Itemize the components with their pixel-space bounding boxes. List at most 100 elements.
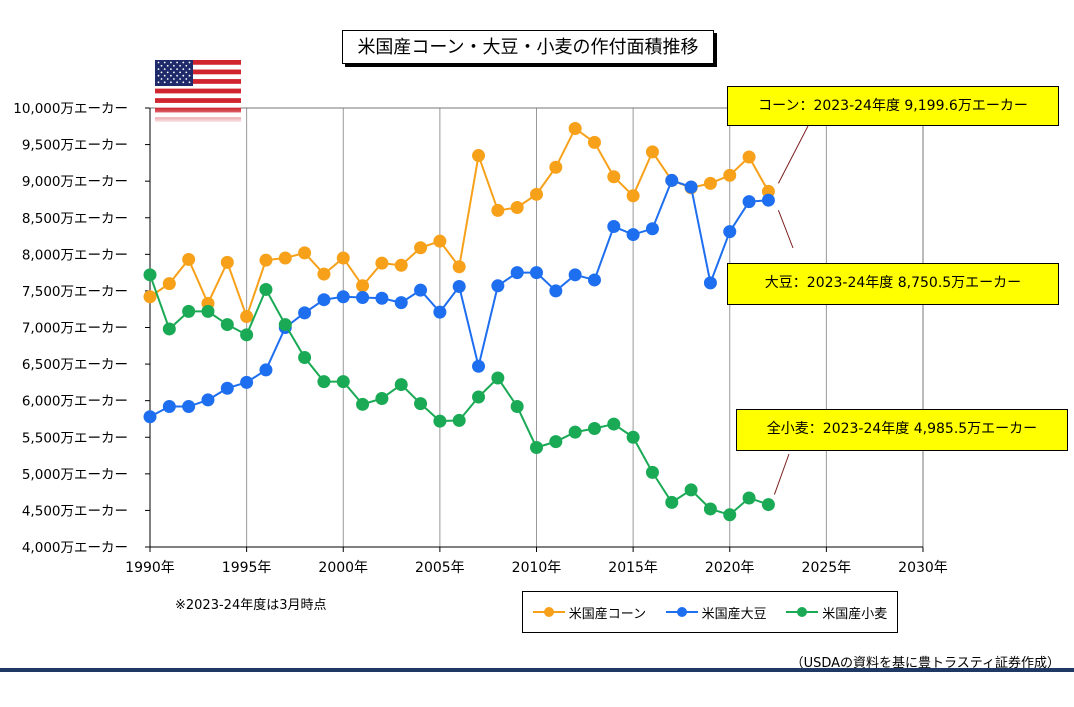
data-point-corn [182,252,196,266]
y-tick-label: 6,500万エーカー [22,357,128,373]
data-point-soy [530,266,543,280]
data-point-soy [414,283,428,297]
data-point-corn [414,241,428,255]
y-tick-label: 9,000万エーカー [22,174,128,190]
data-point-wheat [510,400,524,414]
flag-star [188,61,191,64]
flag-star [188,68,191,70]
data-point-wheat [452,413,466,427]
axes: 1990年 1995年 2000年 2005年 2010年 2015年 2020年 2025年… [13,101,948,576]
data-point-wheat [723,508,737,522]
x-tick-label: 2030年 [898,560,948,576]
data-point-wheat [143,268,157,282]
flag-stripe [155,102,241,108]
flag-star [170,81,172,84]
data-point-corn [278,251,292,265]
series-line-wheat [149,274,769,516]
data-point-soy [626,228,640,242]
data-point-soy [182,400,196,414]
data-point-soy [742,195,756,209]
x-tick-label: 2020年 [705,560,755,576]
data-point-corn [510,201,524,215]
data-point-wheat [626,430,640,444]
flag-star [157,68,160,70]
data-point-soy [703,276,717,290]
data-point-corn [742,150,756,164]
data-point-wheat [394,378,408,392]
flag-stripe [155,79,241,85]
y-tick-label: 6,000万エーカー [22,394,128,410]
x-tick-label: 2000年 [318,560,368,576]
flag-star [163,68,166,70]
flag-star [179,78,181,80]
data-point-soy [317,293,331,307]
x-tick-label: 2015年 [608,560,658,576]
data-point-corn [587,135,601,149]
flag-star [160,71,163,74]
flag-star [176,81,178,84]
data-point-wheat [220,318,234,332]
us-flag-icon [155,60,241,122]
data-point-soy [491,279,505,293]
data-point-soy [607,220,621,234]
legend-item-corn: 米国産コーン [532,603,647,622]
data-point-corn [549,160,563,174]
flag-star [163,61,166,64]
y-tick-label: 4,500万エーカー [22,503,128,519]
leader-corn [777,125,809,184]
flag-stripe [155,74,241,80]
y-tick-label: 7,500万エーカー [22,284,128,300]
callout-wheat: 全小麦：2023-24年度 4,985.5万エーカー [736,409,1068,451]
flag-stripe [155,98,241,104]
data-point-wheat [162,322,176,336]
flag-star [176,74,178,77]
flag-stripe [155,69,241,75]
flag-star [185,78,188,80]
data-point-wheat [278,318,292,332]
leader-wheat [773,453,790,495]
legend-label-wheat: 米国産小麦 [822,606,888,622]
data-point-corn [452,260,466,274]
y-tick-label: 9,500万エーカー [22,138,128,154]
flag-star [182,68,185,70]
data-point-soy [220,381,234,395]
data-point-corn [259,253,273,267]
data-point-corn [220,255,234,269]
flag-star [160,64,163,67]
y-tick-label: 5,000万エーカー [22,467,128,483]
data-point-corn [143,290,157,304]
flag-star [166,71,169,74]
data-point-corn [162,277,176,291]
flag-stripe [155,93,241,99]
flag-stripe [155,88,241,94]
data-point-soy [510,266,524,280]
y-tick-label: 8,500万エーカー [22,211,128,227]
flag-star [188,81,191,84]
data-point-soy [356,291,370,305]
data-point-corn [645,145,659,159]
data-point-wheat [201,304,215,318]
data-point-soy [684,180,698,194]
flag-star [170,68,172,70]
data-point-soy [375,291,389,305]
data-point-soy [143,410,157,424]
data-point-corn [703,176,717,190]
data-point-wheat [491,371,505,385]
data-point-wheat [336,375,350,389]
flag-star [182,61,185,64]
data-point-soy [259,363,273,377]
data-point-soy [394,296,408,310]
flag-star [170,61,172,64]
data-point-corn [317,267,331,281]
flag-star [166,78,169,80]
flag-star [163,74,166,77]
legend-label-corn: 米国産コーン [568,606,647,622]
data-point-soy [452,280,466,294]
callout-corn: コーン：2023-24年度 9,199.6万エーカー [727,86,1059,126]
flag-star [182,81,185,84]
y-tick-label: 10,000万エーカー [13,101,128,117]
flag-star [179,71,181,74]
data-point-corn [356,279,370,293]
data-point-corn [375,256,389,270]
flag-star [185,71,188,74]
